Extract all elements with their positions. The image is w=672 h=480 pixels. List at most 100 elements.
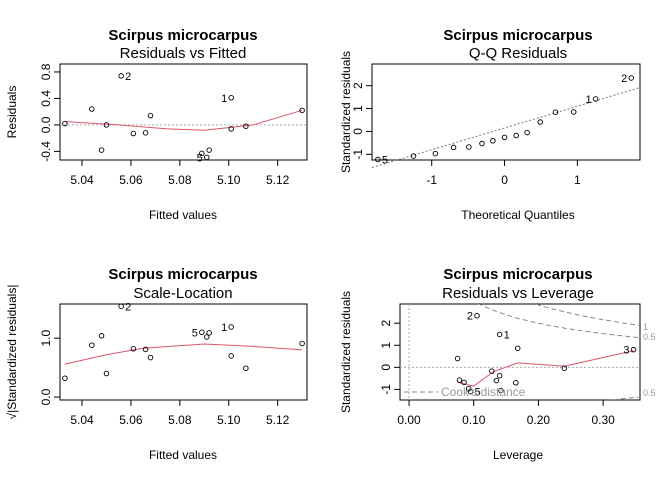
- x-tick-label: 5.08: [168, 413, 192, 427]
- x-tick-label: 0.00: [397, 413, 421, 427]
- data-point: [103, 370, 110, 377]
- data-point: [524, 129, 530, 136]
- panel1-xlabel: Fitted values: [149, 208, 217, 222]
- x-tick-label: 5.04: [70, 173, 94, 187]
- data-point: [628, 75, 635, 81]
- panel4-subtitle: Residuals vs Leverage: [442, 285, 594, 302]
- x-tick-label: -1: [426, 173, 437, 187]
- smooth-line: [64, 109, 303, 131]
- x-tick-label: 5.06: [119, 413, 143, 427]
- point-label: 5: [197, 152, 203, 164]
- panel3-plot-box: [59, 303, 308, 401]
- panel2-points: 5 1 2: [375, 73, 635, 167]
- data-point: [62, 120, 68, 127]
- data-point: [89, 342, 95, 348]
- y-tick-label: 0.4: [39, 90, 53, 107]
- y-tick-label: 1: [379, 342, 393, 349]
- data-point: [228, 353, 234, 359]
- data-point: [147, 112, 154, 119]
- data-point: [228, 126, 234, 132]
- y-tick-label: 2: [351, 82, 365, 89]
- smooth-line: [457, 350, 634, 387]
- data-point: [496, 331, 503, 338]
- data-point: [147, 354, 154, 361]
- data-point: [501, 134, 508, 141]
- data-point: [496, 372, 503, 379]
- panel4-ylabel: Standardized residuals: [339, 291, 353, 413]
- x-tick-label: 5.08: [168, 173, 192, 187]
- panel3-ylabel: √|Standardized residuals|: [5, 285, 19, 420]
- data-point: [461, 379, 467, 386]
- panel2-plot-box: [371, 63, 641, 161]
- panel1-subtitle: Residuals vs Fitted: [120, 45, 247, 62]
- data-point: [203, 154, 210, 161]
- x-tick-label: 5.10: [217, 173, 241, 187]
- point-label: 1: [221, 322, 227, 334]
- data-point: [206, 147, 212, 153]
- y-tick-label: -0.4: [39, 141, 53, 162]
- panel3-points: 2 5 1: [62, 301, 305, 381]
- data-point: [474, 312, 480, 319]
- panel2-title: Scirpus microcarpus: [443, 27, 592, 44]
- point-label: 2: [621, 73, 627, 85]
- panel2-ylabel: Standardized residuals: [339, 51, 353, 173]
- point-label: 2: [125, 301, 131, 313]
- data-point: [62, 375, 68, 381]
- y-tick-label: -1: [379, 384, 393, 395]
- panel2-xlabel: Theoretical Quantiles: [461, 208, 574, 222]
- data-point: [432, 150, 439, 157]
- panel1-ylabel: Residuals: [5, 86, 19, 139]
- data-point: [537, 119, 543, 125]
- y-tick-label: -1: [351, 149, 365, 160]
- point-label: 1: [585, 94, 591, 106]
- data-point: [592, 96, 599, 102]
- panel1-points: 2 5 1: [62, 71, 305, 164]
- data-point: [203, 334, 210, 340]
- data-point: [142, 130, 149, 136]
- cooks-contour-1-upper: [533, 304, 639, 326]
- panel3-subtitle: Scale-Location: [133, 285, 232, 302]
- data-point: [410, 153, 417, 159]
- x-tick-label: 1: [574, 173, 581, 187]
- point-label: 5: [192, 327, 198, 339]
- data-point: [450, 144, 457, 151]
- data-point: [98, 147, 105, 153]
- cooks-level-0-5-upper: 0.5: [643, 332, 656, 342]
- panel4-plot-box: [399, 303, 641, 401]
- panel4-reference-lines: [400, 304, 640, 400]
- data-point: [103, 122, 110, 128]
- data-point: [118, 303, 124, 310]
- cooks-contour-05-upper: [478, 304, 639, 339]
- panel-scale-location: Scirpus microcarpus Scale-Location Fitte…: [5, 266, 308, 462]
- cooks-contour-05-lower: [607, 396, 639, 400]
- x-tick-label: 0.30: [591, 413, 615, 427]
- data-point: [570, 109, 577, 115]
- point-label: 1: [221, 93, 227, 105]
- panel2-reference-lines: [371, 87, 641, 169]
- panel3-x-ticks: 5.04 5.06 5.08 5.10 5.12: [70, 400, 290, 427]
- panel1-title: Scirpus microcarpus: [108, 27, 257, 44]
- panel4-points: 5 2 1 3: [454, 311, 637, 399]
- panel1-x-ticks: 5.04 5.06 5.08 5.10 5.12: [70, 160, 290, 187]
- panel1-y-ticks: -0.4 0.0 0.4 0.8: [39, 63, 60, 162]
- panel-qq-residuals: Scirpus microcarpus Q-Q Residuals Theore…: [339, 27, 641, 222]
- data-point: [243, 123, 249, 129]
- panel1-plot-box: [59, 63, 308, 161]
- data-point: [456, 377, 463, 383]
- point-label: 5: [475, 387, 481, 399]
- data-point: [454, 355, 461, 362]
- y-tick-label: 2: [379, 320, 393, 327]
- data-point: [199, 150, 205, 157]
- x-tick-label: 5.12: [266, 413, 290, 427]
- panel2-subtitle: Q-Q Residuals: [469, 45, 567, 62]
- panel4-x-ticks: 0.00 0.10 0.20 0.30: [397, 400, 615, 427]
- panel-residuals-vs-leverage: Scirpus microcarpus Residuals vs Leverag…: [339, 266, 656, 462]
- x-tick-label: 0.10: [462, 413, 486, 427]
- point-label: 2: [125, 71, 131, 83]
- x-tick-label: 5.12: [266, 173, 290, 187]
- qq-reference-line: [371, 87, 641, 169]
- y-tick-label: 0.0: [39, 388, 53, 405]
- data-point: [467, 388, 474, 395]
- panel4-title: Scirpus microcarpus: [443, 266, 592, 283]
